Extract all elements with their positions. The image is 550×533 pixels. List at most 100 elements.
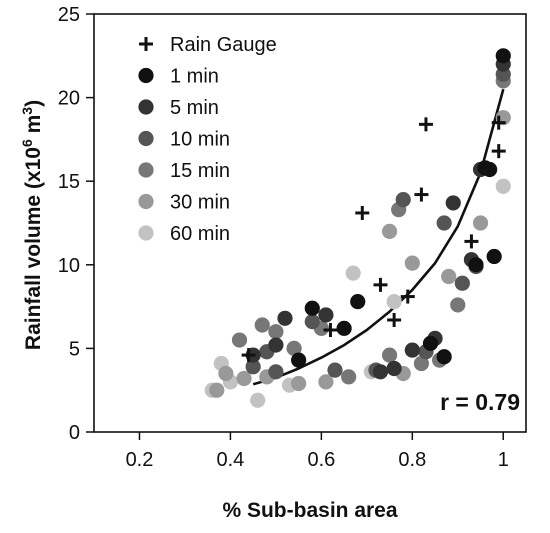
- point-rain-gauge: [387, 312, 402, 327]
- point-30-min: [318, 374, 334, 390]
- legend-label: 30 min: [170, 192, 230, 214]
- point-1-min: [304, 300, 320, 316]
- point-15-min: [450, 297, 466, 313]
- legend-label: 5 min: [170, 97, 219, 119]
- point-15-min: [381, 347, 398, 363]
- point-60-min: [386, 293, 402, 310]
- x-axis: 0.2 0.4 0.6 0.8 1: [126, 432, 509, 471]
- legend-item-rain-gauge: Rain Gauge: [139, 34, 277, 56]
- point-15-min: [341, 369, 357, 385]
- x-tick-label: 0.2: [126, 449, 154, 471]
- y-axis-title-close: ): [22, 100, 45, 107]
- legend-item-1-min: 1 min: [138, 66, 219, 88]
- point-15-min: [254, 317, 270, 333]
- y-tick-label: 0: [69, 422, 80, 444]
- point-1-min: [495, 48, 511, 64]
- point-5-min: [445, 195, 461, 211]
- point-30-min: [441, 268, 457, 285]
- y-axis-title-exponent: 6: [19, 139, 35, 147]
- y-axis-title-unit-exponent: 3: [19, 107, 35, 115]
- y-axis-title: Rainfall volume (x106 m3): [19, 100, 45, 350]
- y-tick-label: 20: [58, 88, 80, 110]
- point-30-min: [472, 215, 489, 231]
- legend-item-10-min: 10 min: [138, 129, 230, 151]
- point-1-min: [291, 352, 307, 368]
- x-tick-label: 1: [498, 449, 509, 471]
- x-axis-title: % Sub-basin area: [222, 499, 397, 522]
- point-10-min: [245, 359, 261, 375]
- point-10-min: [327, 362, 343, 378]
- point-5-min: [277, 310, 293, 326]
- point-15-min: [286, 340, 302, 356]
- point-10-min: [436, 215, 452, 231]
- point-5-min: [372, 364, 389, 380]
- point-15-min: [268, 324, 284, 340]
- point-1-min: [486, 248, 502, 265]
- fit-curve: [252, 88, 505, 386]
- point-rain-gauge: [418, 117, 433, 132]
- point-5-min: [404, 342, 420, 358]
- legend-marker: [138, 193, 154, 210]
- legend-item-30-min: 30 min: [138, 192, 230, 214]
- point-rain-gauge: [355, 205, 370, 220]
- legend-item-15-min: 15 min: [138, 160, 230, 182]
- legend: Rain Gauge 1 min 5 min 10 min 15 min 30 min 60…: [138, 34, 277, 245]
- y-tick-label: 25: [58, 4, 80, 26]
- legend-label: 15 min: [170, 160, 230, 182]
- point-30-min: [291, 375, 307, 392]
- point-rain-gauge: [414, 187, 429, 202]
- point-10-min: [304, 314, 320, 330]
- plot-frame: [93, 13, 527, 433]
- legend-label: Rain Gauge: [170, 34, 277, 56]
- point-60-min: [250, 392, 266, 408]
- point-rain-gauge: [241, 348, 256, 363]
- point-15-min: [231, 332, 248, 348]
- point-rain-gauge: [464, 234, 479, 249]
- legend-item-5-min: 5 min: [138, 97, 219, 119]
- legend-label: 60 min: [170, 223, 230, 245]
- point-30-min: [404, 255, 420, 271]
- legend-marker: [138, 225, 154, 241]
- legend-marker: [138, 67, 154, 84]
- y-axis: 0 5 10 15 20 25: [58, 4, 94, 444]
- point-rain-gauge: [400, 289, 415, 304]
- legend-marker: [138, 130, 154, 147]
- y-axis-title-main: Rainfall volume (x10: [22, 147, 45, 350]
- point-5-min: [386, 360, 402, 377]
- point-10-min: [395, 191, 411, 208]
- point-1-min: [436, 349, 452, 365]
- point-1-min: [422, 335, 439, 351]
- point-30-min: [218, 365, 234, 382]
- legend-marker: [138, 162, 154, 178]
- point-1-min: [336, 320, 352, 336]
- point-30-min: [381, 223, 398, 239]
- point-10-min: [454, 275, 470, 291]
- y-tick-label: 10: [58, 255, 80, 277]
- point-rain-gauge: [491, 144, 506, 159]
- point-rain-gauge: [373, 277, 388, 292]
- data-points-layer: [204, 48, 511, 408]
- fit-curve-layer: [252, 88, 505, 386]
- x-tick-label: 0.4: [217, 449, 245, 471]
- point-15-min: [413, 355, 430, 372]
- x-tick-label: 0.6: [307, 449, 335, 471]
- point-60-min: [345, 265, 361, 281]
- point-30-min: [236, 370, 252, 387]
- point-5-min: [318, 307, 334, 323]
- point-1-min: [468, 257, 484, 273]
- x-tick-label: 0.8: [398, 449, 426, 471]
- point-rain-gauge: [491, 115, 506, 130]
- y-tick-label: 15: [58, 171, 80, 193]
- point-60-min: [495, 178, 511, 194]
- y-tick-label: 5: [69, 338, 80, 360]
- legend-marker: [138, 99, 154, 115]
- correlation-annotation: r = 0.79: [440, 389, 520, 415]
- point-30-min: [209, 382, 225, 398]
- point-1-min: [482, 161, 498, 178]
- point-1-min: [350, 293, 366, 310]
- point-5-min: [268, 337, 284, 353]
- legend-item-60-min: 60 min: [138, 223, 230, 245]
- point-10-min: [268, 364, 284, 380]
